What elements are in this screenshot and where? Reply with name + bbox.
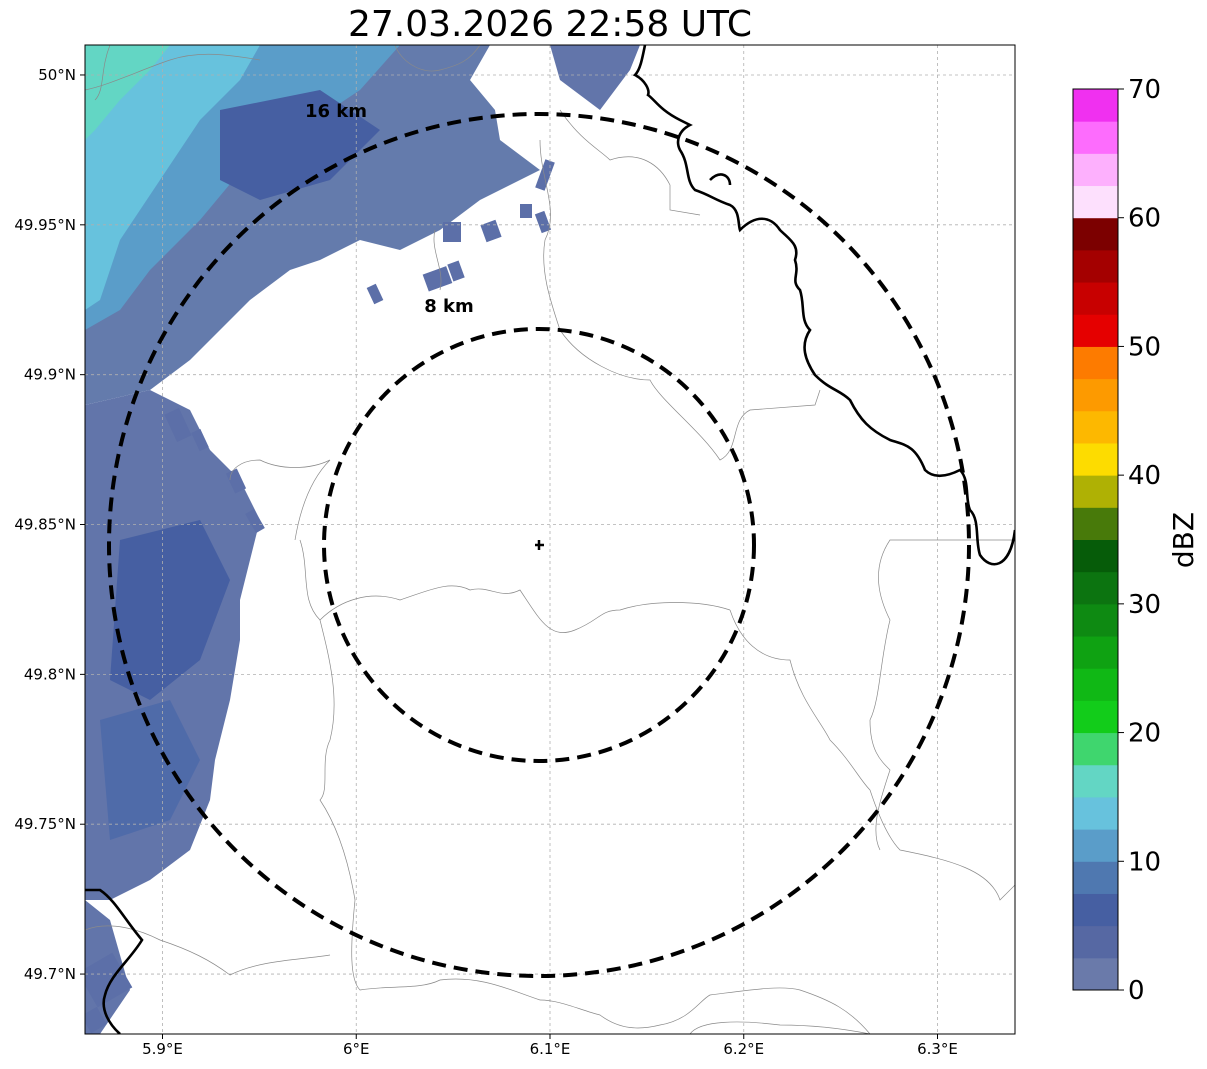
y-tick-label: 49.8°N [24, 665, 76, 683]
range-ring-8km [322, 327, 756, 763]
colorbar-swatch [1073, 668, 1118, 701]
precipitation-echoes [85, 45, 640, 1034]
colorbar-swatch [1073, 378, 1118, 412]
colorbar-swatch [1073, 925, 1118, 959]
colorbar-swatch [1073, 957, 1118, 991]
x-tick-label: 6°E [343, 1040, 370, 1058]
x-tick-label: 6.1°E [530, 1040, 571, 1058]
colorbar-ticks: 0 10 20 30 40 50 60 70 [1118, 75, 1161, 1006]
y-tick-label: 49.9°N [24, 366, 76, 384]
echo-core-teal [85, 45, 170, 140]
echo-dark-patch-2 [110, 520, 230, 700]
colorbar-tick-label: 40 [1128, 461, 1161, 491]
y-tick-label: 50°N [38, 66, 76, 84]
echo-north-cell [550, 45, 640, 110]
dbz-colorbar: 0 10 20 30 40 50 60 70 dBZ [1072, 75, 1200, 1006]
x-tick-label: 6.3°E [917, 1040, 958, 1058]
colorbar-tick-label: 70 [1128, 75, 1161, 105]
colorbar-swatch [1073, 153, 1118, 187]
echo-core-cyan [85, 45, 260, 310]
colorbar-swatch [1073, 217, 1118, 251]
colorbar-swatch [1073, 249, 1118, 283]
echo-scattered-cells [85, 159, 555, 1034]
colorbar-swatch [1073, 636, 1118, 669]
map-title: 27.03.2026 22:58 UTC [347, 4, 753, 45]
x-tick-label: 5.9°E [142, 1040, 183, 1058]
range-ring-16km [107, 112, 971, 978]
colorbar-swatch [1073, 314, 1118, 347]
map-gridlines [85, 45, 1015, 1034]
colorbar-tick-label: 0 [1128, 976, 1145, 1006]
colorbar-swatch [1073, 410, 1118, 444]
colorbar-tick-label: 60 [1128, 204, 1161, 234]
colorbar-swatch [1073, 346, 1118, 380]
latitude-axis: 50°N 49.95°N 49.9°N 49.85°N 49.8°N 49.75°N 49.… [14, 66, 85, 983]
colorbar-tick-label: 30 [1128, 590, 1161, 620]
echo-dark-patch-3 [100, 700, 200, 840]
colorbar-swatch [1073, 475, 1118, 508]
colorbar-tick-label: 20 [1128, 719, 1161, 749]
radar-site-marker [535, 540, 544, 550]
ring-label-8km: 8 km [424, 296, 474, 317]
colorbar-swatch [1073, 764, 1118, 798]
colorbar-swatch [1073, 89, 1118, 122]
colorbar-swatch [1073, 282, 1118, 315]
colorbar-swatch [1073, 829, 1118, 862]
y-tick-label: 49.7°N [24, 965, 76, 983]
colorbar-swatch [1073, 539, 1118, 573]
colorbar-frame [1072, 88, 1119, 991]
colorbar-swatch [1073, 571, 1118, 605]
colorbar-tick-label: 50 [1128, 332, 1161, 362]
ring-label-16km: 16 km [305, 101, 367, 122]
colorbar-swatch [1073, 603, 1118, 637]
country-borders [85, 45, 1015, 1034]
colorbar-swatch [1073, 893, 1118, 927]
echo-dark-patch-1 [220, 90, 380, 200]
colorbar-swatch [1073, 442, 1118, 476]
colorbar-swatch [1073, 861, 1118, 894]
range-rings [107, 112, 971, 978]
colorbar-swatch [1073, 507, 1118, 540]
colorbar-swatch [1073, 185, 1118, 219]
colorbar-swatch [1073, 700, 1118, 734]
colorbar-swatch [1073, 121, 1118, 154]
colorbar-swatch [1073, 732, 1118, 766]
y-tick-label: 49.85°N [14, 516, 76, 534]
y-tick-label: 49.75°N [14, 815, 76, 833]
x-tick-label: 6.2°E [723, 1040, 764, 1058]
y-tick-label: 49.95°N [14, 216, 76, 234]
map-plot-area: 8 km 16 km [85, 45, 1015, 1034]
colorbar-label: dBZ [1167, 512, 1200, 568]
colorbar-swatch [1073, 796, 1118, 830]
colorbar-tick-label: 10 [1128, 847, 1161, 877]
colorbar-swatches [1073, 89, 1118, 991]
longitude-axis: 5.9°E 6°E 6.1°E 6.2°E 6.3°E [142, 1034, 958, 1058]
region-boundaries [85, 45, 1015, 1034]
